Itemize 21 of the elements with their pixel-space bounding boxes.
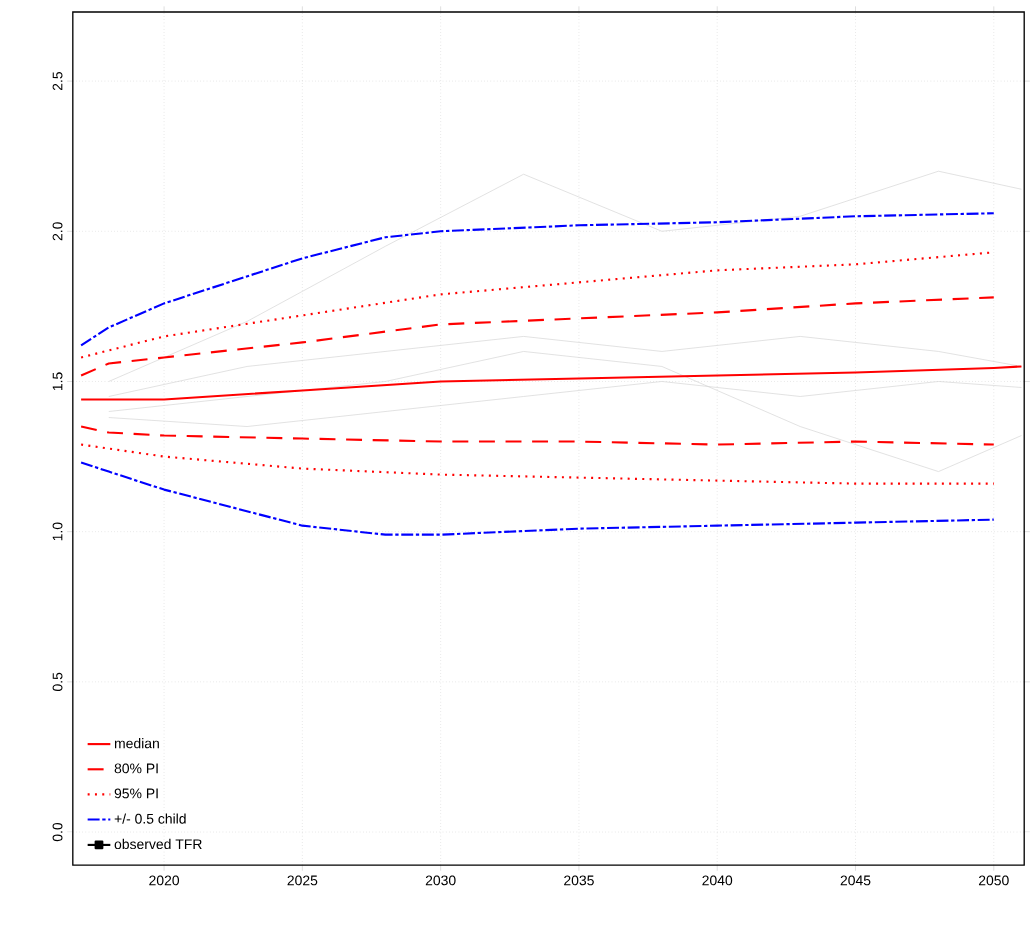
x-tick-label: 2040 [702,875,733,886]
legend-label: +/- 0.5 child [114,813,186,824]
y-tick-label: 0.5 [52,672,63,692]
legend-label: 95% PI [114,788,158,799]
line-series [108,351,1022,472]
line-series [108,170,1022,382]
x-tick-label: 2035 [564,875,594,886]
x-tick-label: 2050 [978,875,1009,886]
x-tick-label: 2025 [287,875,318,886]
y-tick-label: 1.0 [52,522,63,541]
y-tick-label: 1.5 [52,372,63,391]
y-tick-label: 2.0 [52,222,63,241]
y-tick-label: 2.5 [52,72,63,91]
x-tick-label: 2020 [149,875,180,886]
line-series [80,365,1023,401]
y-tick-label: 0.0 [52,822,63,842]
legend-label: median [114,738,159,749]
legend-label: observed TFR [114,838,202,850]
x-tick-label: 2045 [840,875,871,886]
x-tick-label: 2030 [425,875,456,886]
legend-label: 80% PI [114,763,158,774]
